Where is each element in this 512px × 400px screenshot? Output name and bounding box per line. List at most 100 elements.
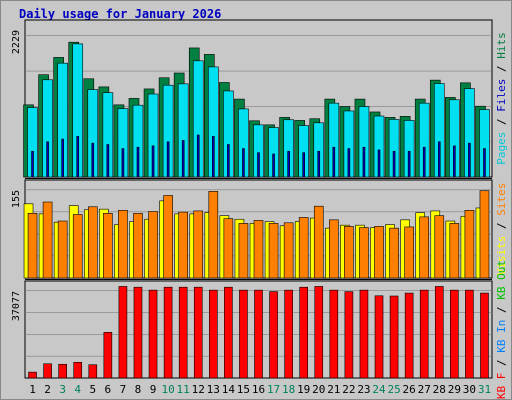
- bar-pages-11: [181, 140, 185, 178]
- bar-kb-f-7: [118, 286, 128, 379]
- bar-kb-f-13: [209, 289, 218, 379]
- x-tick-label: 12: [192, 383, 205, 396]
- side-legend-part: /: [495, 112, 508, 132]
- x-tick-label: 18: [282, 383, 295, 396]
- bar-kb-f-26: [404, 292, 414, 379]
- bar-pages-25: [392, 150, 396, 178]
- side-legend-part: /: [495, 300, 508, 320]
- y-max-label-traffic: 2229: [11, 30, 22, 54]
- bar-pages-8: [136, 146, 140, 178]
- bar-kb-f-14: [224, 286, 233, 379]
- x-tick-label: 23: [357, 383, 370, 396]
- bar-sites-29: [449, 223, 460, 279]
- bar-sites-22: [344, 226, 354, 279]
- bar-pages-3: [61, 138, 64, 178]
- bar-sites-30: [464, 210, 475, 279]
- bar-pages-17: [272, 153, 275, 178]
- bar-sites-12: [193, 210, 204, 279]
- bar-kb-f-6: [103, 332, 113, 379]
- bar-pages-10: [166, 141, 170, 178]
- bar-pages-18: [287, 150, 290, 178]
- bar-sites-4: [72, 214, 83, 279]
- bar-pages-27: [422, 146, 426, 178]
- x-tick-label: 20: [312, 383, 325, 396]
- x-tick-label: 25: [387, 383, 400, 396]
- bar-sites-23: [359, 227, 369, 279]
- bar-sites-8: [133, 213, 143, 279]
- side-legend-part: /: [495, 216, 508, 236]
- bar-sites-10: [163, 195, 173, 279]
- side-legend-part: KB F: [495, 373, 508, 400]
- x-tick-label: 3: [59, 383, 66, 396]
- bar-pages-14: [227, 144, 230, 178]
- bar-kb-f-15: [239, 289, 248, 379]
- bar-kb-f-9: [148, 289, 158, 379]
- bar-pages-12: [196, 134, 200, 178]
- x-tick-label: 19: [297, 383, 310, 396]
- bar-sites-31: [479, 190, 490, 279]
- x-tick-label: 11: [177, 383, 190, 396]
- bar-pages-30: [468, 142, 471, 178]
- bar-pages-19: [302, 152, 305, 178]
- bar-pages-7: [121, 148, 125, 178]
- x-tick-label: 13: [207, 383, 220, 396]
- bar-pages-20: [317, 150, 321, 178]
- x-tick-label: 16: [252, 383, 265, 396]
- bar-sites-27: [419, 216, 430, 279]
- x-tick-label: 29: [448, 383, 461, 396]
- x-tick-label: 2: [44, 383, 51, 396]
- bar-sites-5: [87, 206, 98, 279]
- bar-pages-22: [347, 148, 351, 178]
- bar-kb-f-3: [58, 363, 67, 379]
- side-legend-part: Sites: [495, 183, 508, 216]
- side-legend-part: Files: [495, 79, 508, 112]
- bar-pages-23: [362, 146, 366, 178]
- side-legend-part: /: [495, 59, 508, 79]
- x-tick-label: 30: [463, 383, 476, 396]
- side-legend-part: KB In: [495, 320, 508, 353]
- bar-sites-28: [434, 215, 445, 279]
- bar-pages-28: [437, 141, 441, 178]
- bar-sites-11: [178, 211, 188, 279]
- x-tick-label: 17: [267, 383, 280, 396]
- bar-pages-1: [31, 150, 34, 178]
- bar-kb-f-27: [419, 289, 429, 379]
- bar-kb-f-28: [434, 286, 444, 379]
- bar-sites-14: [223, 218, 234, 279]
- x-tick-label: 26: [403, 383, 416, 396]
- bar-kb-f-31: [480, 292, 489, 379]
- bar-kb-f-10: [163, 286, 173, 379]
- bar-kb-f-25: [389, 295, 399, 379]
- side-legend-part: Pages: [495, 132, 508, 165]
- bar-sites-1: [27, 213, 38, 279]
- bar-pages-4: [76, 136, 80, 178]
- bar-pages-6: [106, 144, 110, 178]
- bar-kb-f-11: [178, 286, 188, 379]
- x-tick-label: 4: [74, 383, 81, 396]
- bar-sites-13: [208, 191, 219, 279]
- x-tick-label: 27: [418, 383, 431, 396]
- x-tick-label: 8: [135, 383, 142, 396]
- side-legend-1: Visits / Sites: [495, 183, 508, 276]
- side-legend-2: KB F / KB In / KB Out: [495, 260, 508, 399]
- x-tick-label: 6: [105, 383, 112, 396]
- y-max-label-kbytes: 37077: [11, 291, 22, 321]
- side-legend-part: Visits: [495, 236, 508, 276]
- bar-pages-21: [332, 146, 336, 178]
- x-tick-label: 7: [120, 383, 127, 396]
- side-legend-0: Pages / Files / Hits: [495, 32, 508, 165]
- bar-pages-15: [242, 148, 245, 178]
- bar-sites-7: [118, 210, 128, 279]
- side-legend-part: /: [495, 353, 508, 373]
- bar-kb-f-22: [344, 291, 354, 379]
- side-legend-part: Hits: [495, 32, 508, 59]
- x-tick-label: 22: [342, 383, 355, 396]
- bar-kb-f-30: [465, 289, 474, 379]
- bar-kb-f-19: [299, 286, 308, 379]
- bar-sites-9: [148, 211, 158, 279]
- x-tick-label: 14: [222, 383, 236, 396]
- bar-sites-3: [57, 220, 68, 279]
- bar-pages-16: [257, 152, 260, 178]
- x-tick-label: 10: [161, 383, 174, 396]
